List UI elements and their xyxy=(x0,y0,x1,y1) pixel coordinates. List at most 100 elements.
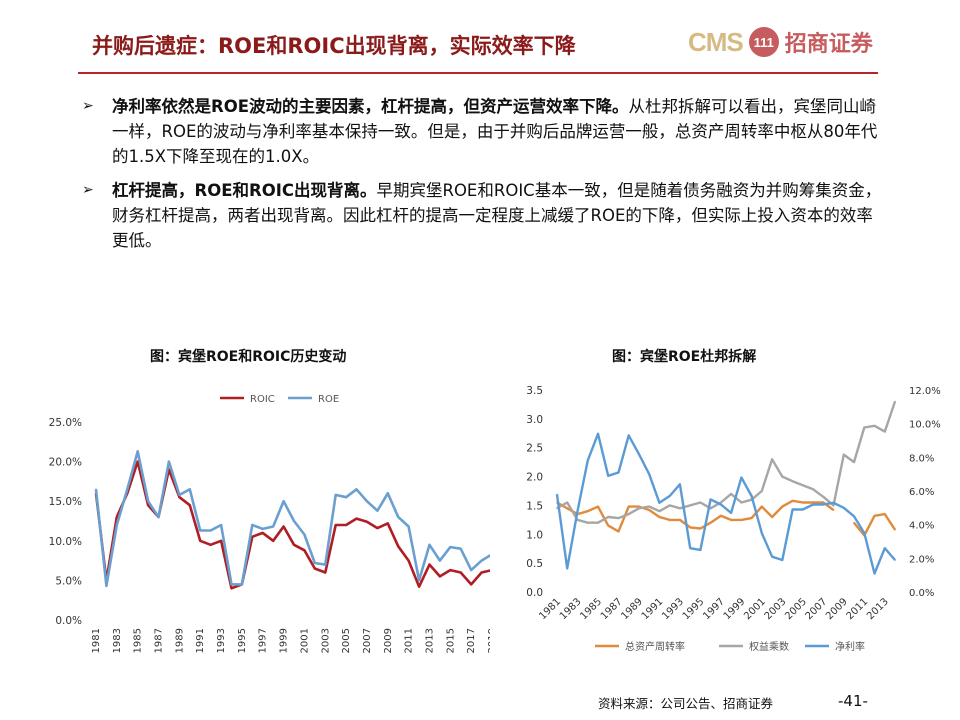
y-left-tick-label: 3.5 xyxy=(526,385,543,397)
y-right-tick-label: 6.0% xyxy=(909,487,934,498)
data-point xyxy=(261,532,264,534)
data-point xyxy=(720,501,722,504)
data-point xyxy=(689,504,691,507)
data-point xyxy=(314,562,316,564)
x-tick-label: 2017 xyxy=(466,628,477,653)
data-point xyxy=(188,504,191,506)
y-right-tick-label: 4.0% xyxy=(909,521,934,532)
x-tick-label: 1989 xyxy=(174,628,185,653)
data-point xyxy=(439,575,441,578)
x-tick-label: 2013 xyxy=(865,596,891,622)
x-tick-label: 2005 xyxy=(783,596,809,622)
data-point xyxy=(648,505,650,508)
legend-label: 权益乘数 xyxy=(749,640,789,653)
data-point xyxy=(689,526,691,529)
series-line xyxy=(555,432,896,575)
data-point xyxy=(116,516,118,518)
data-point xyxy=(668,504,671,507)
data-point xyxy=(627,513,630,515)
data-point xyxy=(188,488,191,491)
data-point xyxy=(293,543,295,546)
x-tick-label: 1983 xyxy=(112,628,123,653)
data-point xyxy=(617,517,620,519)
y-right-tick-label: 2.0% xyxy=(909,554,934,565)
data-point xyxy=(720,515,722,517)
data-point xyxy=(771,516,773,518)
data-point xyxy=(658,501,661,504)
data-point xyxy=(832,501,835,504)
y-right-tick-label: 10.0% xyxy=(909,420,941,431)
data-point xyxy=(679,519,681,521)
data-point xyxy=(470,569,472,571)
data-point xyxy=(740,501,743,504)
data-point xyxy=(863,426,866,429)
dupont-chart: 0.0 0.5 1.0 1.5 2.0 2.5 3.0 3.5 0.0% 2.0% 4.0% 6.0%… xyxy=(526,385,941,653)
data-point xyxy=(853,461,855,463)
data-point xyxy=(617,530,620,533)
data-point xyxy=(251,524,254,526)
data-point xyxy=(699,501,702,504)
data-point xyxy=(386,522,389,525)
x-tick-label: 1981 xyxy=(91,628,102,653)
data-point xyxy=(397,545,400,548)
data-point xyxy=(658,510,661,512)
x-tick-label: 2003 xyxy=(320,628,331,653)
data-point xyxy=(883,513,886,515)
data-point xyxy=(607,516,610,518)
data-point xyxy=(230,587,233,590)
data-point xyxy=(576,510,579,512)
data-point xyxy=(791,508,794,511)
x-tick-label: 2007 xyxy=(362,628,373,653)
x-tick-label: 1987 xyxy=(599,596,625,622)
x-tick-label: 1985 xyxy=(133,628,144,653)
data-point xyxy=(178,494,181,496)
x-tick-label: 1987 xyxy=(154,628,165,653)
data-point xyxy=(832,504,835,507)
data-point xyxy=(136,460,139,463)
data-point xyxy=(597,432,599,435)
data-point xyxy=(730,519,732,521)
data-point xyxy=(699,549,702,551)
data-point xyxy=(566,567,569,570)
data-point xyxy=(428,563,431,566)
roe-roic-chart: 0.0% 5.0% 10.0% 15.0% 20.0% 25.0% 1981 1983 1985… xyxy=(49,394,490,653)
data-point xyxy=(812,503,814,506)
bullet-body: 从杜邦拆解可以看出，宾堡同山崎一样，ROE的波动与净利率基本保持一致。但是，由于… xyxy=(112,97,878,166)
arrow-bullet-icon: ➢ xyxy=(82,98,94,114)
y-tick-label: 25.0% xyxy=(49,417,82,429)
x-tick-label: 2013 xyxy=(424,628,435,653)
data-point xyxy=(261,528,264,530)
legend-label: 总资产周转率 xyxy=(625,640,685,653)
data-point xyxy=(586,521,589,524)
data-point xyxy=(627,505,630,508)
x-tick-label: 1991 xyxy=(640,596,666,622)
page-number: -41- xyxy=(838,692,868,710)
data-point xyxy=(230,583,233,586)
data-point xyxy=(314,567,316,570)
data-point xyxy=(761,505,763,508)
x-tick-label: 1983 xyxy=(558,596,584,622)
x-tick-label: 1999 xyxy=(722,596,748,622)
data-point xyxy=(812,501,814,504)
x-tick-label: 2001 xyxy=(299,628,310,653)
data-point xyxy=(168,460,170,463)
bullet-item: ➢ 杠杆提高，ROE和ROIC出现背离。早期宾堡ROE和ROIC基本一致，但是随… xyxy=(82,178,882,253)
data-point xyxy=(449,569,452,571)
data-point xyxy=(439,559,441,562)
data-point xyxy=(376,509,379,512)
chart-title-roe-roic: 图：宾堡ROE和ROIC历史变动 xyxy=(150,349,347,365)
y-left-tick-label: 2.5 xyxy=(526,443,543,455)
data-point xyxy=(157,516,160,518)
bullet-body: 早期宾堡ROE和ROIC基本一致，但是随着债务融资为并购筹集资金，财务杠杆提高，… xyxy=(112,181,882,250)
data-point xyxy=(418,579,420,582)
data-point xyxy=(842,507,845,509)
data-point xyxy=(282,525,285,528)
header-divider xyxy=(78,72,878,74)
data-point xyxy=(638,505,640,508)
x-tick-label: 2011 xyxy=(404,628,415,653)
brand-logo: CMS 111 招商证券 xyxy=(688,26,873,58)
data-point xyxy=(324,563,327,566)
data-point xyxy=(303,549,306,552)
legend-label: ROIC xyxy=(250,394,275,405)
data-point xyxy=(812,488,814,491)
